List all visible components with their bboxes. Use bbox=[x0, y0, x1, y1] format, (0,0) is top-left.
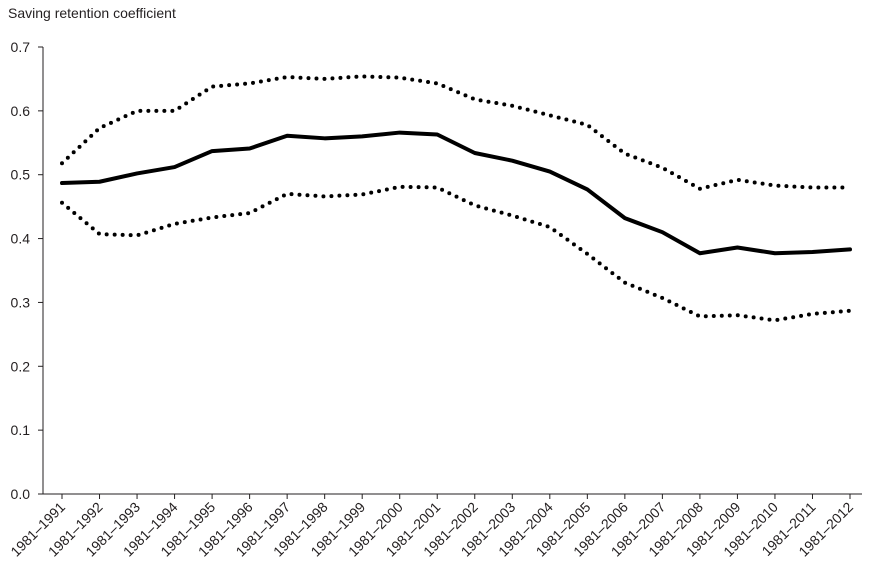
series-line bbox=[60, 74, 852, 191]
y-tick-label: 0.5 bbox=[11, 167, 31, 183]
y-tick-label: 0.1 bbox=[11, 422, 31, 438]
series-line bbox=[60, 130, 852, 256]
y-tick-label: 0.6 bbox=[11, 103, 31, 119]
y-axis-title: Saving retention coefficient bbox=[8, 5, 176, 21]
y-tick-label: 0.2 bbox=[11, 358, 31, 374]
y-tick-label: 0.0 bbox=[11, 486, 31, 502]
y-tick-label: 0.4 bbox=[11, 231, 31, 247]
series-line bbox=[60, 184, 852, 323]
y-tick-label: 0.3 bbox=[11, 294, 31, 310]
y-tick-label: 0.7 bbox=[11, 39, 31, 55]
